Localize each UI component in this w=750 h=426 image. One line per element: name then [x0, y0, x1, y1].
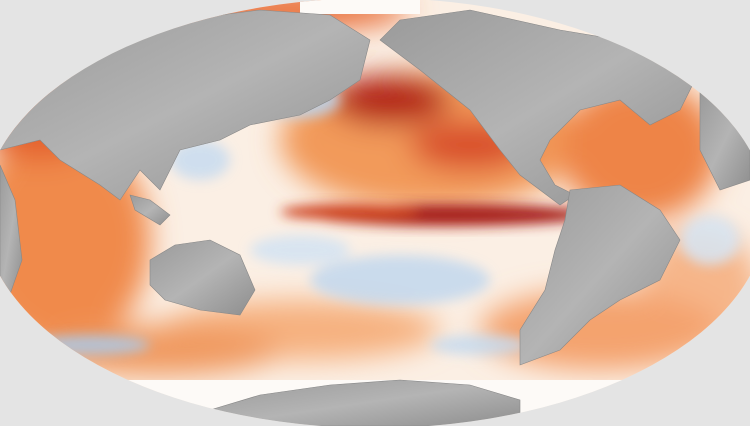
warm-patch: [560, 80, 720, 220]
australia: [149, 239, 256, 316]
south-america: [519, 184, 681, 366]
arctic-ice: [300, 0, 420, 14]
cool-patch: [310, 255, 490, 305]
cool-patch: [170, 140, 230, 180]
indonesia: [129, 194, 171, 226]
anomaly-band: [280, 204, 590, 226]
warm-patch: [330, 75, 450, 125]
africa: [0, 164, 23, 301]
warm-band: [280, 204, 420, 220]
cool-patch: [250, 235, 350, 265]
cool-patch: [430, 335, 530, 355]
cool-patch: [680, 215, 740, 265]
antarctica: [209, 379, 521, 426]
